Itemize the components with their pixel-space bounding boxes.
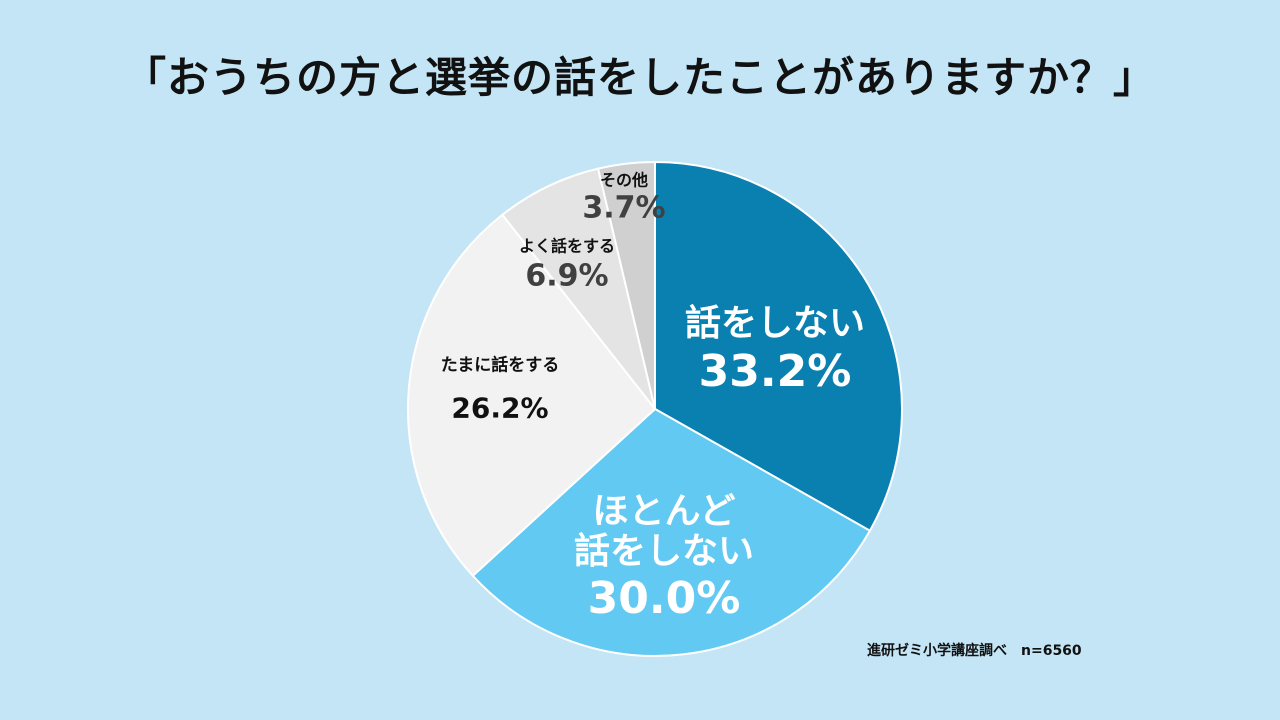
slice-value-label: 30.0% <box>587 573 741 625</box>
source-note: 進研ゼミ小学講座調べ n=6560 <box>867 643 1082 659</box>
slice-label-3: たまに話をする 26.2% <box>441 356 560 423</box>
slice-label-1: 話をしない 33.2% <box>685 304 865 396</box>
slice-label-5: その他 3.7% <box>582 172 665 225</box>
slice-label-name: 話をしない <box>684 303 866 345</box>
slice-value-label: 26.2% <box>451 390 549 424</box>
chart-title: 「おうちの方と選挙の話をしたことがありますか？」 <box>123 53 1156 102</box>
slice-label-name: よく話をする <box>518 236 616 256</box>
pie-slice-3 <box>407 213 657 578</box>
pie-slice-2 <box>471 407 872 657</box>
pie-slice-5 <box>596 160 656 410</box>
slice-value-label: 33.2% <box>698 345 852 397</box>
pie-slice-4 <box>500 167 656 410</box>
slice-label-name: たまに話をする <box>440 355 560 376</box>
pie-slice-1 <box>654 160 903 533</box>
slice-label-name: ほとんど 話をしない <box>573 491 755 572</box>
slice-label-2: ほとんど 話をしない 30.0% <box>574 492 754 624</box>
slice-value-label: 6.9% <box>525 258 609 294</box>
slice-label-name: その他 <box>599 170 649 190</box>
slice-value-label: 3.7% <box>582 190 666 226</box>
slice-label-4: よく話をする 6.9% <box>519 238 615 293</box>
